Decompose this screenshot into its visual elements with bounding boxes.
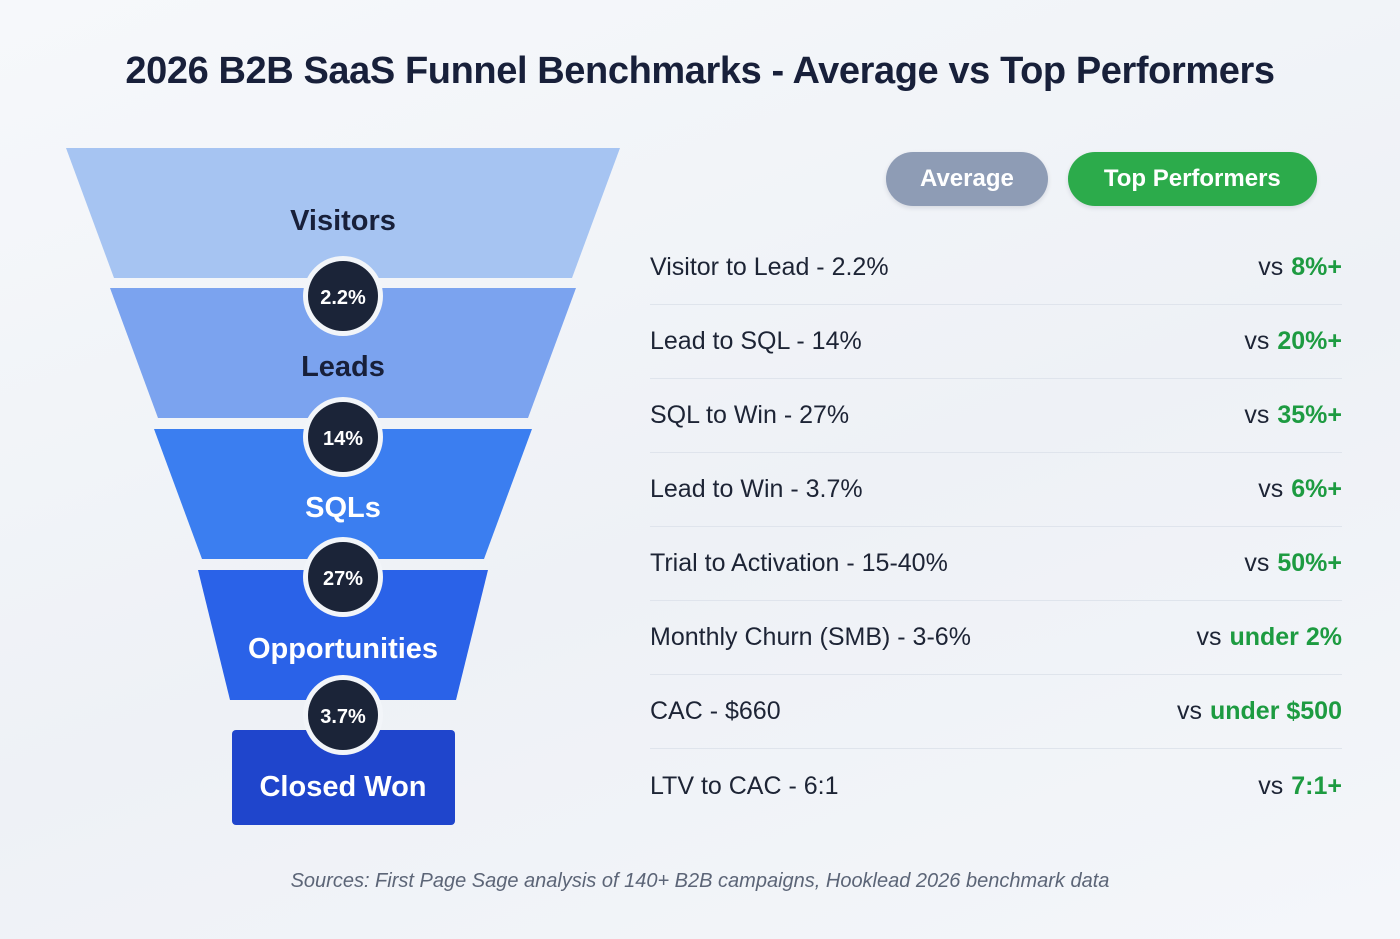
legend-pill-average-label: Average <box>920 165 1014 192</box>
benchmark-metric: Lead to Win - 3.7% <box>650 475 863 503</box>
benchmark-metric: Monthly Churn (SMB) - 3-6% <box>650 623 971 651</box>
benchmark-list: Visitor to Lead - 2.2% vs 8%+ Lead to SQ… <box>650 231 1342 823</box>
funnel-segment-leads[interactable] <box>110 288 576 418</box>
benchmark-target: vs under 2% <box>1196 623 1342 652</box>
benchmark-target-value: 50%+ <box>1277 549 1342 577</box>
legend: Average Top Performers <box>886 152 1317 206</box>
page-title: 2026 B2B SaaS Funnel Benchmarks - Averag… <box>125 50 1275 92</box>
conversion-badge-leads-to-sqls: 14% <box>303 397 383 477</box>
benchmark-vs-label: vs <box>1176 697 1202 725</box>
benchmark-target: vs 6%+ <box>1258 475 1342 504</box>
benchmark-vs-label: vs <box>1258 771 1284 800</box>
benchmark-target: vs under $500 <box>1177 697 1342 726</box>
conversion-badge-value: 2.2% <box>320 287 366 309</box>
benchmark-target: vs 20%+ <box>1244 327 1342 356</box>
benchmark-row[interactable]: LTV to CAC - 6:1 vs 7:1+ <box>650 749 1342 823</box>
benchmark-vs-label: vs <box>1258 475 1284 503</box>
benchmark-row[interactable]: Lead to SQL - 14% vs 20%+ <box>650 305 1342 379</box>
benchmark-target: vs 7:1+ <box>1258 772 1342 801</box>
benchmark-target: vs 35%+ <box>1244 401 1342 430</box>
benchmark-target-value: 7:1+ <box>1291 771 1342 800</box>
funnel-segment-label-closed-won: Closed Won <box>259 771 426 803</box>
funnel-chart: Visitors Leads SQLs Opportunities Closed… <box>60 148 626 828</box>
benchmark-vs-label: vs <box>1244 549 1270 577</box>
benchmark-metric: Visitor to Lead - 2.2% <box>650 253 889 281</box>
benchmark-target: vs 8%+ <box>1258 253 1342 282</box>
benchmark-vs-label: vs <box>1196 623 1222 651</box>
benchmark-target-value: 35%+ <box>1277 401 1342 429</box>
funnel-segment-closed-won[interactable] <box>232 730 455 825</box>
benchmark-target-value: 20%+ <box>1277 327 1342 355</box>
funnel-segment-label-opportunities: Opportunities <box>248 633 438 665</box>
benchmark-row[interactable]: Trial to Activation - 15-40% vs 50%+ <box>650 527 1342 601</box>
benchmark-target-value: under $500 <box>1209 697 1342 725</box>
benchmark-row[interactable]: CAC - $660 vs under $500 <box>650 675 1342 749</box>
benchmark-metric: Trial to Activation - 15-40% <box>650 549 948 577</box>
sources-note: Sources: First Page Sage analysis of 140… <box>290 870 1110 892</box>
funnel-segment-label-sqls: SQLs <box>305 492 381 524</box>
conversion-badge-opportunities-to-closed-won: 3.7% <box>303 675 383 755</box>
benchmark-target-value: under 2% <box>1229 623 1342 651</box>
benchmark-target-value: 8%+ <box>1291 253 1342 281</box>
conversion-badge-visitors-to-leads: 2.2% <box>303 256 383 336</box>
funnel-segment-label-visitors: Visitors <box>290 205 396 237</box>
legend-pill-top-performers[interactable]: Top Performers <box>1067 152 1317 206</box>
legend-pill-average[interactable]: Average <box>886 152 1048 206</box>
conversion-badge-value: 27% <box>323 568 363 590</box>
benchmark-metric: CAC - $660 <box>650 697 781 725</box>
benchmark-row[interactable]: Monthly Churn (SMB) - 3-6% vs under 2% <box>650 601 1342 675</box>
conversion-badge-value: 3.7% <box>320 706 366 728</box>
benchmark-row[interactable]: SQL to Win - 27% vs 35%+ <box>650 379 1342 453</box>
benchmark-vs-label: vs <box>1244 327 1270 355</box>
benchmark-metric: SQL to Win - 27% <box>650 401 850 429</box>
funnel-segment-label-leads: Leads <box>301 351 385 383</box>
benchmark-metric: LTV to CAC - 6:1 <box>650 771 839 800</box>
funnel-segment-opportunities[interactable] <box>198 570 488 700</box>
legend-pill-top-performers-label: Top Performers <box>1103 165 1281 192</box>
benchmark-row[interactable]: Visitor to Lead - 2.2% vs 8%+ <box>650 231 1342 305</box>
benchmark-target: vs 50%+ <box>1244 549 1342 578</box>
benchmark-vs-label: vs <box>1258 253 1284 281</box>
benchmark-vs-label: vs <box>1244 401 1270 429</box>
conversion-badge-sqls-to-opportunities: 27% <box>303 537 383 617</box>
conversion-badge-value: 14% <box>323 428 363 450</box>
benchmark-target-value: 6%+ <box>1291 475 1342 503</box>
funnel-segment-visitors[interactable] <box>66 148 620 278</box>
benchmark-metric: Lead to SQL - 14% <box>650 327 862 355</box>
funnel-segment-sqls[interactable] <box>154 429 532 559</box>
benchmark-row[interactable]: Lead to Win - 3.7% vs 6%+ <box>650 453 1342 527</box>
